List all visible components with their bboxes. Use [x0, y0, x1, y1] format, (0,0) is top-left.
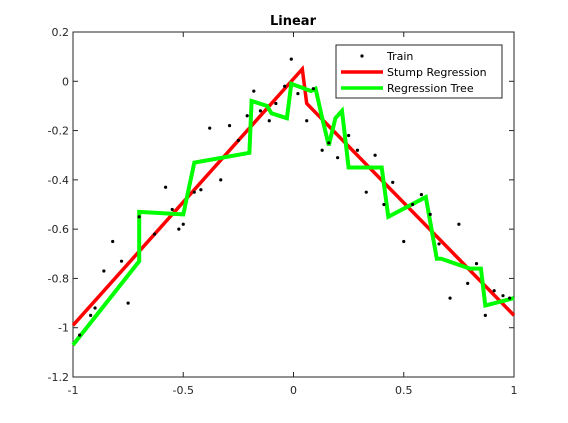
- y-tick-label: -1: [58, 322, 69, 335]
- legend-label-stump-regression: Stump Regression: [387, 66, 487, 79]
- train-point: [208, 126, 212, 130]
- train-point: [289, 57, 293, 61]
- train-point: [192, 190, 196, 194]
- x-tick-label: -1: [68, 384, 79, 397]
- x-tick-label: 0.5: [395, 384, 413, 397]
- train-point: [428, 212, 432, 216]
- y-tick-label: 0: [62, 75, 69, 88]
- train-point: [466, 281, 470, 285]
- train-point: [89, 313, 93, 317]
- x-tick-label: 1: [511, 384, 518, 397]
- y-tick-label: -0.4: [48, 174, 69, 187]
- train-point: [258, 109, 263, 113]
- legend: Train Stump Regression Regression Tree: [335, 44, 503, 99]
- train-point: [177, 227, 181, 231]
- train-point: [320, 148, 324, 152]
- legend-marker-train: [360, 54, 364, 58]
- train-point: [283, 84, 287, 88]
- train-point: [311, 87, 315, 91]
- y-tick-label: -0.6: [48, 223, 69, 236]
- train-point: [448, 296, 452, 300]
- train-point: [474, 262, 479, 266]
- train-point: [152, 232, 157, 236]
- y-tick-label: -1.2: [48, 371, 69, 384]
- y-tick-label: -0.2: [48, 125, 69, 138]
- series-line-regression-tree: [71, 81, 515, 347]
- train-point: [296, 92, 300, 96]
- train-point: [102, 269, 106, 273]
- train-point: [111, 239, 115, 244]
- train-point: [347, 133, 351, 138]
- train-point: [364, 190, 368, 194]
- train-point: [245, 114, 249, 118]
- train-point: [483, 313, 487, 317]
- train-point: [227, 124, 232, 128]
- legend-label-regression-tree: Regression Tree: [387, 82, 474, 95]
- x-tick-label: -0.5: [173, 384, 194, 397]
- train-point: [199, 188, 203, 192]
- train-point: [402, 239, 406, 244]
- train-point: [391, 180, 395, 184]
- train-point: [457, 222, 461, 226]
- train-point: [501, 294, 505, 298]
- train-point: [274, 101, 278, 106]
- legend-items: Train Stump Regression Regression Tree: [341, 50, 487, 95]
- train-point: [327, 141, 331, 145]
- train-point: [219, 178, 223, 182]
- train-point: [336, 156, 340, 160]
- train-point: [126, 301, 130, 305]
- train-point: [170, 207, 174, 212]
- chart-title: Linear: [270, 14, 317, 29]
- train-point: [236, 138, 240, 143]
- train-point: [382, 202, 386, 207]
- x-tick-label: 0: [290, 384, 297, 397]
- train-point: [419, 193, 423, 197]
- train-point: [492, 289, 496, 293]
- train-point: [305, 119, 309, 123]
- train-point: [164, 185, 168, 189]
- train-point: [137, 215, 141, 219]
- train-point: [252, 89, 256, 93]
- train-point: [355, 148, 360, 152]
- train-point: [267, 119, 271, 123]
- train-point: [119, 259, 124, 263]
- y-tick-label: -0.8: [48, 272, 69, 285]
- series-layer: [71, 57, 516, 347]
- train-point: [373, 153, 377, 157]
- train-point: [507, 296, 512, 300]
- train-point: [78, 333, 82, 337]
- axes: -1 -0.5 0 0.5 1-1.2-1-0.8-0.6-0.4-0.200.2: [48, 26, 518, 397]
- train-point: [410, 202, 415, 207]
- train-point: [437, 242, 441, 246]
- train-point: [93, 306, 97, 310]
- legend-label-train: Train: [386, 50, 413, 63]
- y-tick-label: 0.2: [52, 26, 70, 39]
- train-point: [181, 222, 185, 226]
